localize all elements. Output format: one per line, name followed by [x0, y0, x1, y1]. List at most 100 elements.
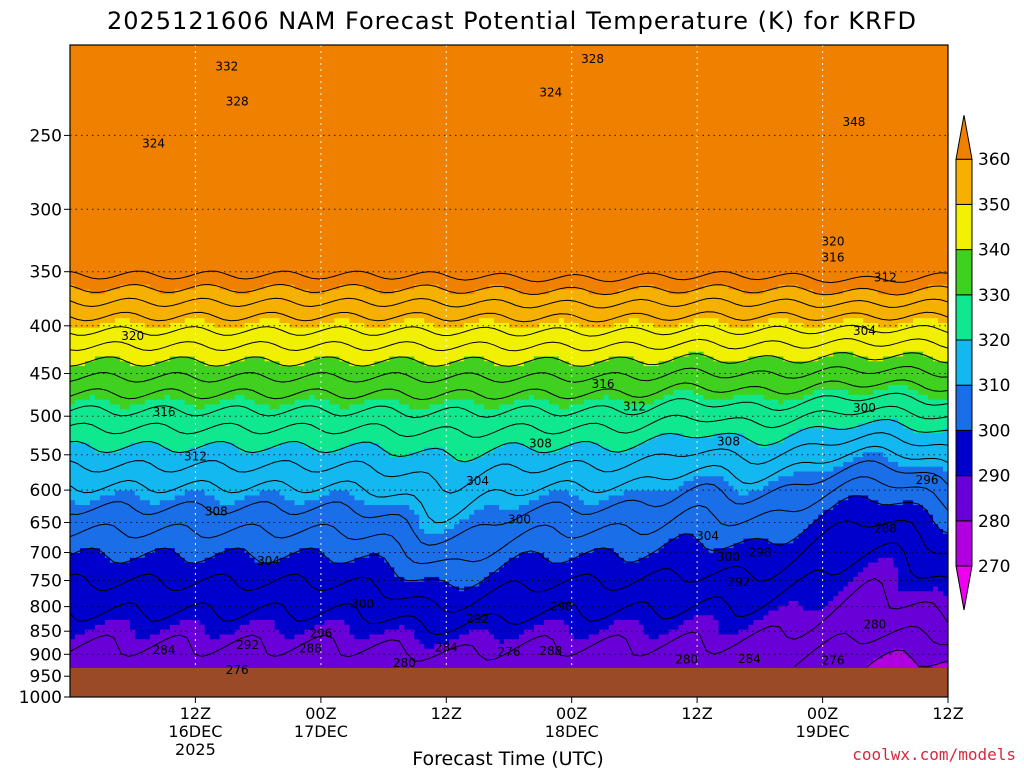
theta-band-cell	[678, 485, 735, 492]
theta-band-cell	[70, 485, 680, 492]
theta-band-cell	[898, 586, 934, 592]
theta-band-cell	[768, 481, 948, 487]
theta-band-cell	[913, 289, 948, 295]
theta-band-cell	[903, 351, 924, 358]
theta-band-cell	[548, 490, 570, 497]
plot-area: 332 328 324 328 324 348 320 316 312 320 316 304 316 3…	[70, 45, 948, 697]
theta-band-cell	[449, 361, 495, 367]
theta-band-cell	[504, 442, 525, 449]
theta-band-cell	[70, 538, 670, 544]
theta-band-cell	[888, 457, 948, 463]
theta-band-cell	[204, 624, 241, 631]
theta-band-cell	[389, 562, 505, 568]
theta-band-cell	[548, 399, 585, 406]
theta-band-cell	[713, 356, 750, 362]
theta-band-cell	[803, 605, 824, 612]
theta-band-cell	[289, 322, 321, 329]
theta-band-cell	[404, 576, 425, 583]
colorbar-swatch	[955, 203, 973, 251]
theta-band-cell	[70, 433, 660, 439]
theta-band-cell	[568, 629, 600, 636]
theta-band-cell	[70, 150, 948, 156]
theta-band-cell	[394, 567, 500, 573]
y-tick-label: 450	[30, 365, 62, 385]
theta-band-cell	[70, 543, 665, 549]
theta-band-cell	[763, 615, 948, 621]
theta-band-cell	[718, 318, 770, 324]
theta-band-cell	[349, 490, 550, 497]
theta-band-cell	[923, 351, 948, 358]
contour-label: 316	[822, 251, 845, 265]
credit-text: coolwx.com/models	[852, 745, 1016, 764]
theta-band-cell	[129, 620, 181, 626]
theta-band-cell	[733, 394, 765, 401]
theta-band-cell	[194, 284, 221, 291]
theta-band-cell	[793, 471, 948, 477]
theta-band-cell	[449, 581, 480, 588]
y-tick-label: 300	[30, 200, 62, 220]
theta-band-cell	[813, 289, 844, 295]
theta-band-cell	[169, 322, 216, 329]
theta-band-cell	[509, 557, 550, 564]
theta-band-cell	[748, 356, 784, 362]
theta-band-cell	[70, 289, 91, 295]
theta-band-cell	[254, 557, 281, 564]
theta-band-cell	[70, 131, 948, 137]
theta-band-cell	[504, 562, 869, 568]
theta-band-cell	[419, 514, 470, 521]
colorbar-swatch	[955, 429, 973, 477]
theta-band-cell	[399, 624, 405, 631]
theta-band-cell	[883, 356, 934, 362]
theta-band-cell	[563, 620, 615, 626]
theta-band-cell	[474, 289, 520, 295]
theta-band-cell	[249, 289, 311, 295]
theta-band-cell	[798, 533, 948, 540]
theta-band-cell	[264, 284, 296, 291]
theta-band-cell	[898, 581, 948, 588]
theta-band-cell	[818, 514, 934, 521]
theta-band-cell	[259, 318, 281, 324]
theta-band-cell	[179, 620, 201, 626]
theta-band-cell	[70, 524, 420, 530]
theta-band-cell	[74, 399, 111, 406]
theta-band-cell	[633, 356, 675, 362]
theta-band-cell	[913, 428, 944, 434]
theta-band-cell	[279, 490, 331, 497]
theta-band-cell	[484, 452, 864, 458]
contour-label: 304	[257, 554, 280, 568]
theta-band-cell	[798, 284, 929, 291]
theta-band-cell	[324, 620, 345, 626]
theta-band-cell	[593, 361, 645, 367]
theta-band-cell	[119, 356, 171, 362]
theta-band-cell	[149, 634, 211, 640]
theta-band-cell	[179, 552, 216, 559]
theta-band-cell	[873, 658, 914, 664]
theta-band-cell	[70, 658, 874, 664]
theta-band-cell	[598, 629, 645, 636]
theta-band-cell	[254, 399, 296, 406]
theta-band-cell	[84, 629, 136, 636]
theta-band-cell	[718, 629, 740, 636]
theta-band-cell	[70, 399, 76, 406]
theta-band-cell	[878, 322, 899, 329]
theta-band-cell	[70, 275, 948, 281]
theta-band-cell	[70, 203, 948, 209]
theta-band-cell	[479, 581, 849, 588]
colorbar-swatch	[955, 339, 973, 386]
theta-contour-line	[70, 283, 948, 296]
theta-band-cell	[70, 49, 948, 56]
theta-band-cell	[304, 500, 365, 506]
theta-band-cell	[324, 289, 380, 295]
theta-band-cell	[94, 356, 121, 362]
theta-band-cell	[743, 538, 770, 544]
theta-band-cell	[99, 548, 156, 554]
theta-band-cell	[673, 390, 695, 396]
y-tick-label: 550	[30, 446, 62, 466]
contour-label: 332	[215, 60, 238, 74]
theta-band-cell	[84, 361, 131, 367]
theta-band-cell	[873, 418, 899, 425]
theta-band-cell	[933, 663, 948, 669]
contour-label: 280	[675, 653, 698, 667]
theta-band-cell	[733, 485, 765, 492]
theta-band-cell	[70, 313, 948, 319]
